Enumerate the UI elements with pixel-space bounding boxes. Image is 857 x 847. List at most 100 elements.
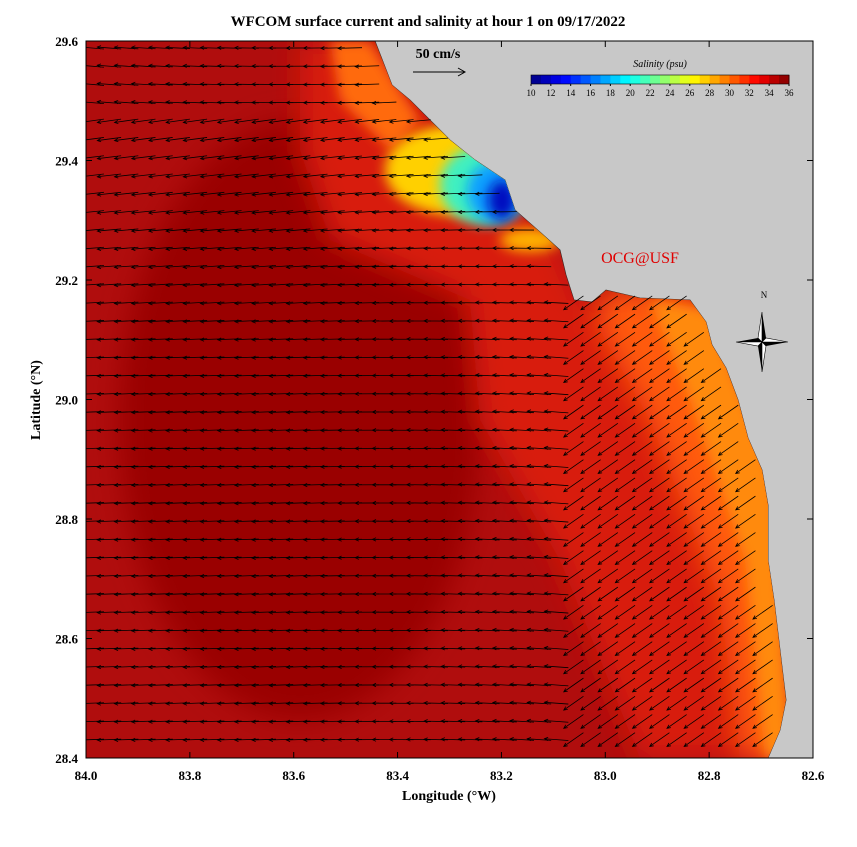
current-arrow [302,118,328,124]
current-arrow [354,64,380,69]
current-arrow [666,495,687,511]
current-arrow [735,623,756,638]
current-arrow [735,495,756,511]
current-arrow [130,665,156,670]
current-arrow [700,441,722,456]
colorbar-tick-label: 14 [566,88,576,98]
current-arrow [423,191,449,197]
current-arrow [268,519,294,524]
current-arrow [302,337,328,342]
current-arrow [563,313,584,329]
current-arrow [563,422,584,438]
current-arrow [165,191,190,197]
current-arrow [597,386,619,402]
current-arrow [86,665,105,668]
current-arrow [233,555,259,560]
current-arrow [147,446,173,451]
current-arrow [543,318,569,323]
current-arrow [268,191,294,197]
current-arrow [563,586,584,602]
current-arrow [543,645,569,651]
current-arrow [631,714,653,729]
current-arrow [302,610,328,615]
current-arrow [302,137,328,143]
x-tick-label: 82.8 [698,768,721,783]
current-arrow [649,513,670,529]
current-arrow [666,350,687,365]
current-arrow [474,445,500,451]
current-arrow [216,319,242,324]
current-arrow [268,392,294,397]
current-arrow [457,609,483,614]
current-arrow [440,355,466,360]
current-arrow [423,482,449,487]
current-arrow [474,318,500,323]
current-arrow [233,373,259,378]
current-arrow [86,702,105,704]
map-title: WFCOM surface current and salinity at ho… [231,14,626,30]
current-arrow [405,119,431,124]
current-arrow [735,532,756,547]
current-arrow [752,714,773,729]
current-arrow [86,574,105,577]
current-arrow [337,137,362,143]
current-arrow [268,737,294,742]
current-arrow [233,464,259,469]
colorbar-cell [749,75,760,84]
current-arrow [165,446,191,451]
current-arrow [354,264,380,269]
current-arrow [199,118,225,125]
current-arrow [457,737,483,742]
current-arrow [649,623,670,638]
current-arrow [717,677,739,693]
current-arrow [113,337,139,342]
current-arrow [614,550,636,566]
current-arrow [700,641,722,657]
current-arrow [597,441,619,456]
current-arrow [251,610,277,615]
current-arrow [285,319,311,324]
current-arrow [597,568,619,584]
current-arrow [631,368,653,384]
current-arrow [251,574,277,579]
current-arrow [113,701,139,706]
current-arrow [683,513,705,529]
current-arrow [649,313,670,329]
current-arrow [86,191,104,195]
current-arrow [440,518,466,524]
current-arrow [216,519,242,524]
colorbar-cell [759,75,770,84]
current-arrow [474,700,500,705]
current-arrow [700,513,722,529]
current-arrow [147,100,173,105]
current-arrow [302,537,328,542]
current-arrow [683,422,705,438]
current-arrow [423,737,449,742]
current-arrow [423,355,449,360]
current-arrow [526,282,552,287]
current-arrow [165,646,191,651]
current-arrow [666,623,687,638]
current-arrow [597,368,619,384]
current-arrow [700,495,722,511]
current-arrow [233,155,259,161]
current-arrow [233,665,259,670]
current-arrow [216,428,242,433]
current-arrow [268,501,294,506]
current-arrow [580,695,601,711]
colorbar-title: Salinity (psu) [633,59,687,70]
x-tick-label: 83.2 [490,768,513,783]
current-arrow [165,555,191,560]
current-arrow [147,173,173,179]
current-arrow [113,410,139,415]
salinity-patch [650,300,786,758]
current-arrow [440,173,466,178]
current-arrow [302,464,328,469]
colorbar-cell [679,75,691,84]
current-arrow [666,441,687,456]
current-arrow [302,592,328,597]
credit: OCG@USF [601,250,679,267]
current-arrow [614,532,636,547]
current-arrow [597,659,619,675]
current-arrow [251,191,276,197]
